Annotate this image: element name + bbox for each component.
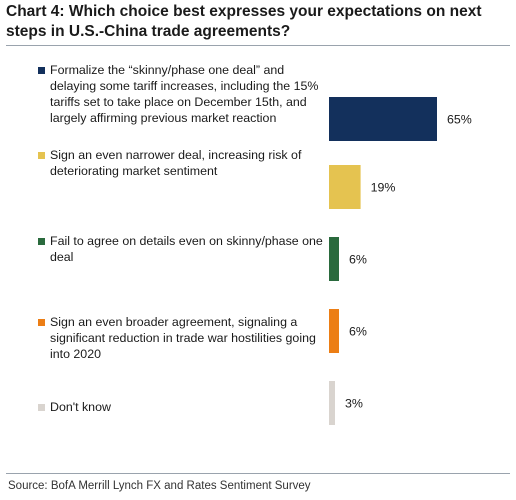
- value-label-4: 6%: [349, 325, 367, 339]
- legend-swatch-3: [38, 238, 45, 245]
- category-label-2: Sign an even narrower deal, increasing r…: [38, 147, 328, 179]
- category-label-1: Formalize the “skinny/phase one deal” an…: [38, 62, 328, 126]
- value-label-1: 65%: [447, 113, 472, 127]
- bar-1: [329, 97, 437, 141]
- legend-swatch-1: [38, 67, 45, 74]
- bar-3: [329, 237, 339, 281]
- category-text-4: Sign an even broader agreement, signalin…: [50, 315, 316, 361]
- value-label-5: 3%: [345, 397, 363, 411]
- footer-divider: [6, 473, 510, 474]
- category-text-1: Formalize the “skinny/phase one deal” an…: [50, 63, 319, 125]
- legend-swatch-5: [38, 404, 45, 411]
- category-label-5: Don't know: [38, 399, 328, 415]
- bar-2: [329, 165, 361, 209]
- bar-5: [329, 381, 335, 425]
- chart-title: Chart 4: Which choice best expresses you…: [6, 3, 482, 40]
- value-label-2: 19%: [371, 181, 396, 195]
- bar-4: [329, 309, 339, 353]
- legend-swatch-2: [38, 152, 45, 159]
- title-divider: [6, 45, 510, 46]
- category-text-3: Fail to agree on details even on skinny/…: [50, 234, 323, 264]
- legend-swatch-4: [38, 319, 45, 326]
- value-label-3: 6%: [349, 253, 367, 267]
- category-label-4: Sign an even broader agreement, signalin…: [38, 314, 328, 362]
- source-note: Source: BofA Merrill Lynch FX and Rates …: [8, 480, 311, 492]
- category-label-3: Fail to agree on details even on skinny/…: [38, 233, 328, 265]
- category-text-2: Sign an even narrower deal, increasing r…: [50, 148, 302, 178]
- category-text-5: Don't know: [50, 400, 111, 414]
